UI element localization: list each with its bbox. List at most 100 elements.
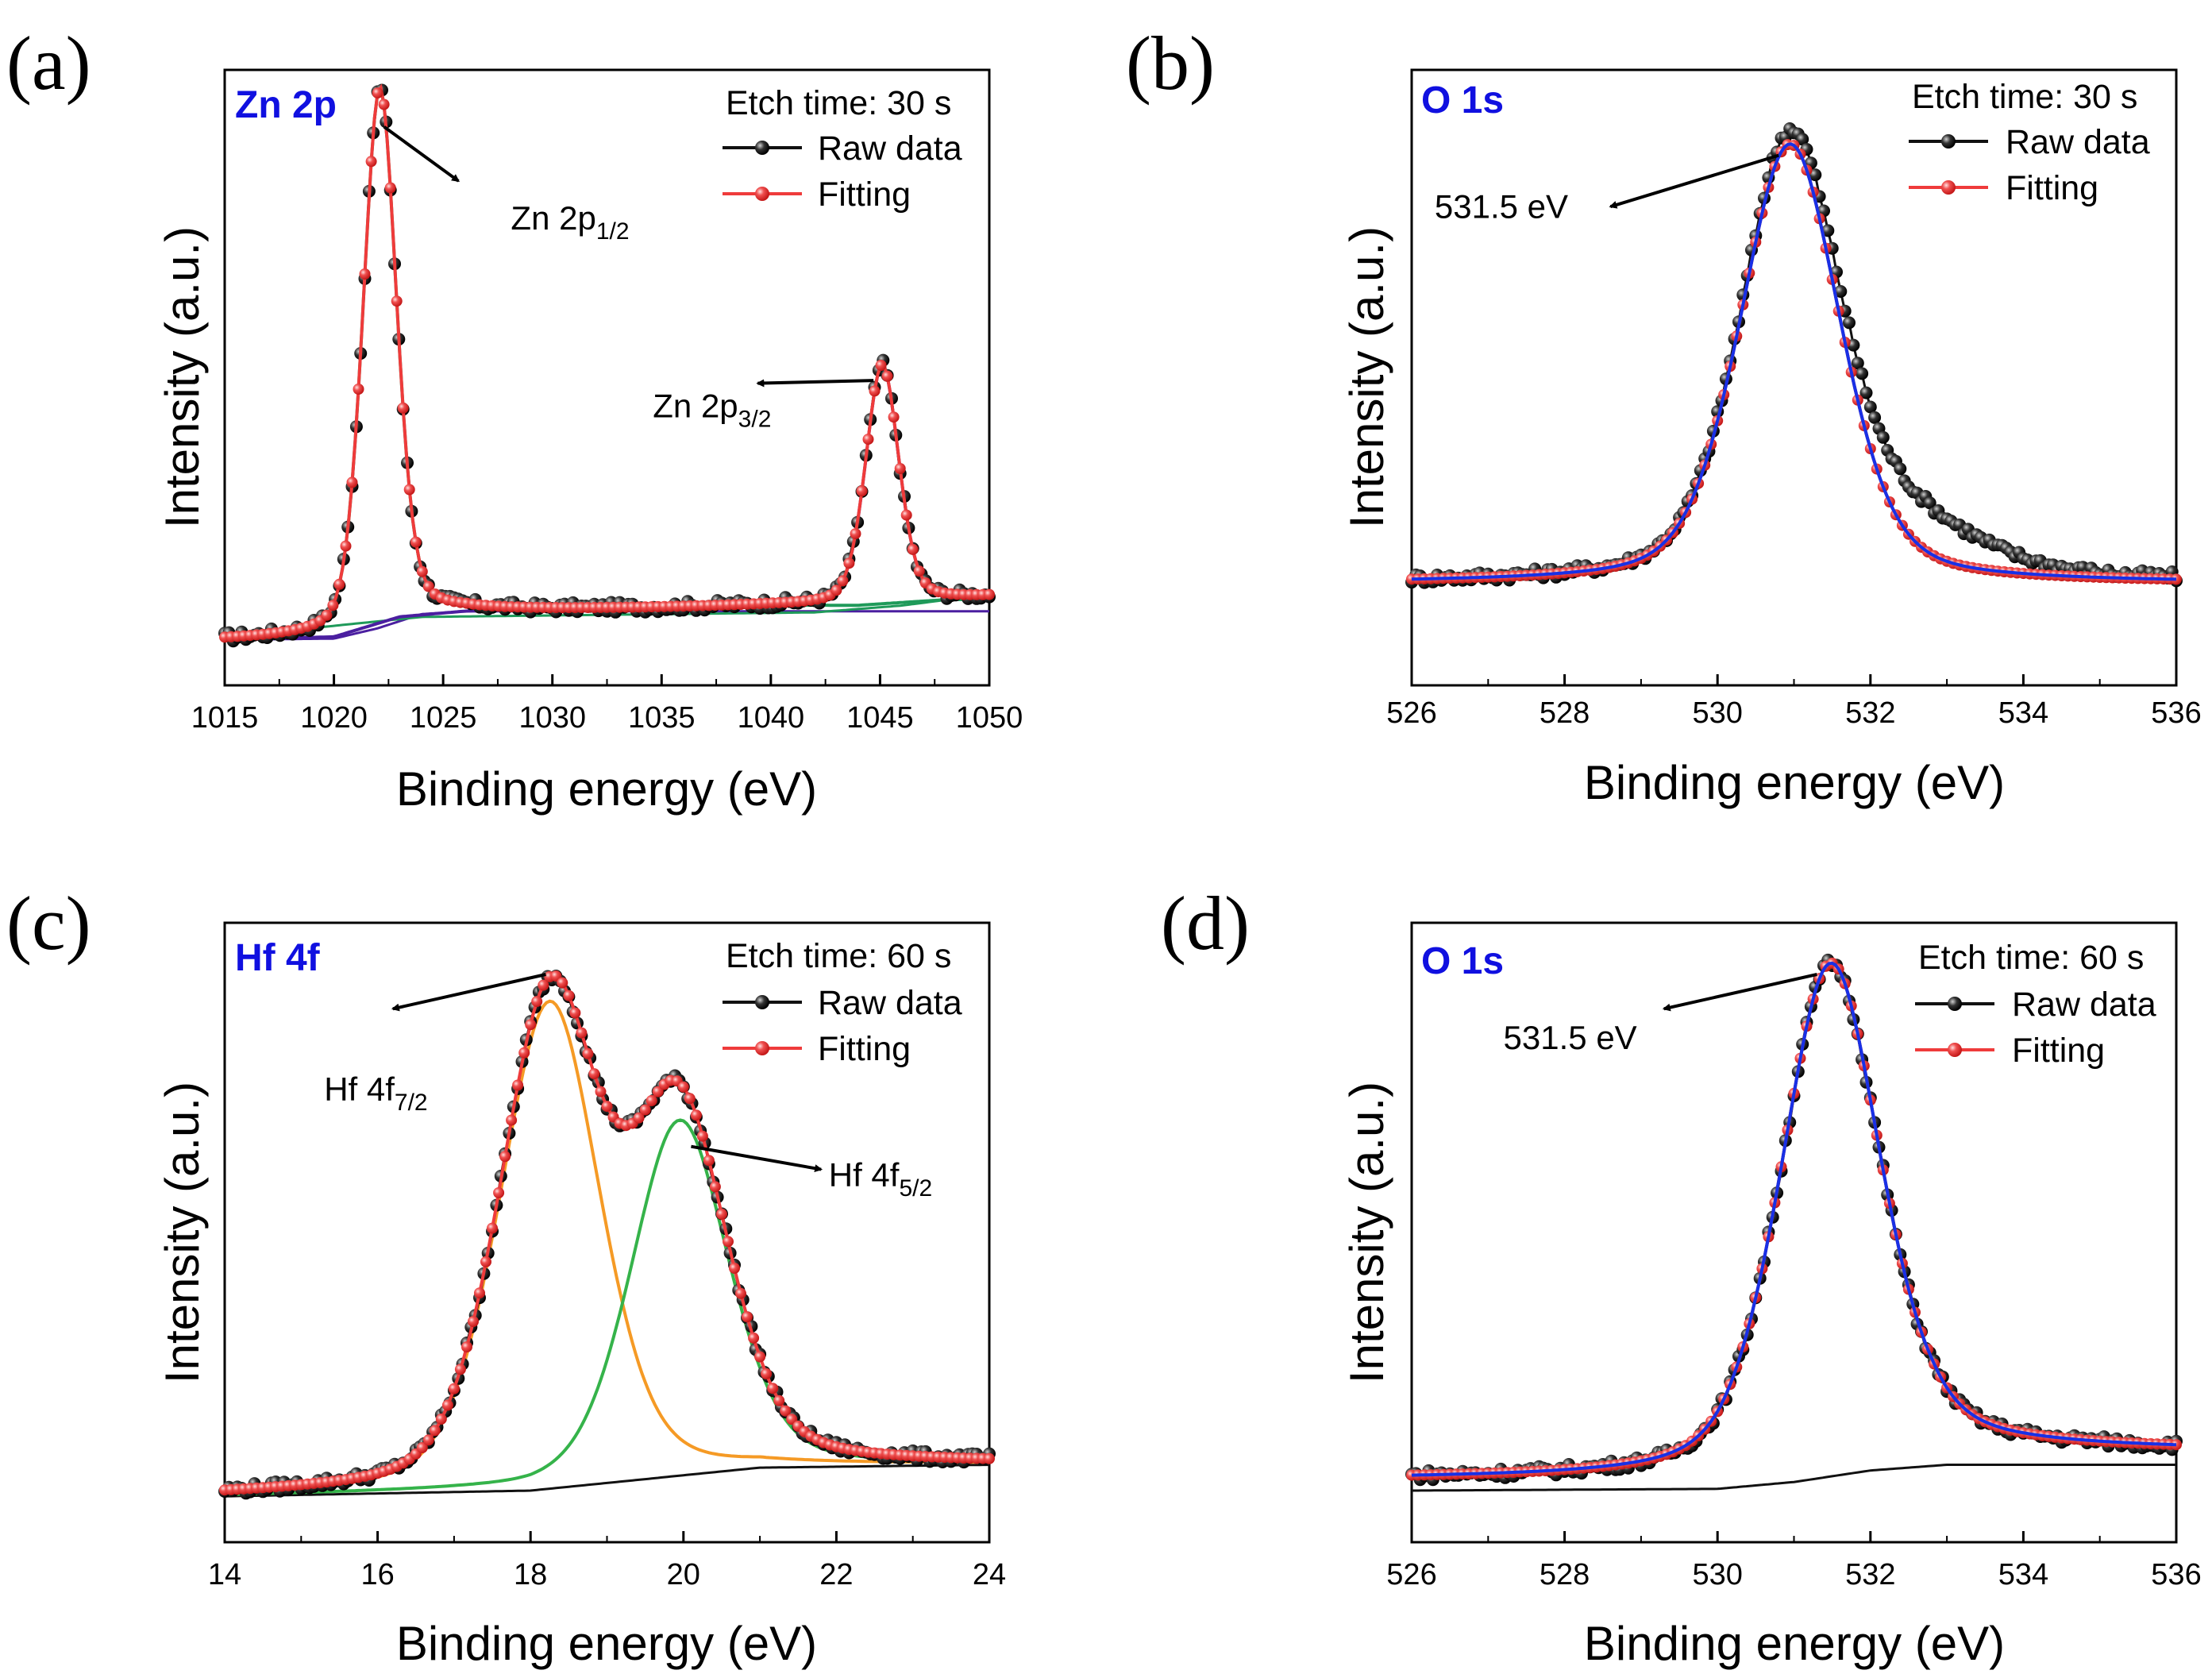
fitting-point [875, 360, 887, 371]
fitting-point [913, 565, 925, 577]
annotation-label: Zn 2p3/2 [653, 388, 771, 433]
curves [218, 970, 996, 1500]
fitting-point [391, 295, 403, 307]
legend-raw-label: Raw data [818, 129, 962, 168]
legend-raw-label: Raw data [818, 984, 962, 1022]
annotation-arrow [383, 125, 461, 183]
fitting-point [359, 268, 371, 280]
x-ticks: 526 528 530 532 534 536 [1386, 674, 2202, 730]
annotation-arrow [391, 973, 546, 1012]
fitting-point [569, 1007, 581, 1019]
etch-time-label: Etch time: 60 s [1918, 939, 2144, 977]
fitting-point [365, 156, 377, 168]
fitting-point [677, 1081, 689, 1093]
raw-data-point [1856, 367, 1869, 380]
fitting-point [869, 385, 881, 397]
fitting-point [518, 1047, 530, 1059]
x-ticks: 526 528 530 532 534 536 [1386, 1531, 2202, 1591]
legend-raw-marker [755, 995, 769, 1009]
annotation-arrow [1662, 973, 1817, 1012]
legend: Raw data Fitting [1915, 986, 2156, 1070]
x-axis-label: Binding energy (eV) [1584, 756, 2005, 809]
fitting-point [499, 1151, 511, 1163]
fitting-point [837, 575, 849, 587]
fitting-point [480, 1256, 491, 1267]
fitting-point [416, 565, 428, 577]
fitting-point [703, 1155, 715, 1167]
annotation-arrow [691, 1144, 823, 1173]
x-ticks: 14 16 18 20 22 24 [208, 1531, 1006, 1591]
panel-c: (c) 14 16 18 20 22 24 Hf 4f Etch time: 60 s R… [6, 881, 1006, 1670]
panel-label: (a) [6, 21, 91, 106]
fitting-point [468, 1316, 479, 1328]
fitting-point [754, 1351, 766, 1363]
element-label: O 1s [1421, 79, 1504, 122]
fitting-point [538, 979, 549, 991]
x-tick-label: 1020 [300, 701, 368, 735]
fitting-point [601, 1101, 613, 1113]
annotations: 531.5 eV [1435, 153, 1779, 226]
legend: Raw data Fitting [723, 984, 962, 1068]
legend-fit-marker [1941, 180, 1956, 195]
x-tick-label: 14 [208, 1558, 241, 1591]
fitting-point [506, 1114, 518, 1126]
x-tick-label: 530 [1692, 696, 1742, 730]
fitting-point [327, 600, 339, 611]
curves [1405, 122, 2183, 589]
fitting-point [487, 1222, 498, 1234]
x-tick-label: 1015 [191, 701, 259, 735]
x-tick-label: 1045 [846, 701, 914, 735]
panel-d: (d) 526 528 530 532 534 536 O 1s Etch time: 6… [1161, 881, 2202, 1670]
y-axis-label: Intensity (a.u.) [1340, 1082, 1393, 1383]
x-tick-label: 1030 [518, 701, 586, 735]
element-label: Zn 2p [235, 84, 337, 126]
fitting-point [856, 485, 868, 497]
legend-raw-label: Raw data [2012, 986, 2156, 1024]
raw-data-point [1923, 496, 1936, 510]
fitting-point [830, 584, 842, 596]
fitting-point [729, 1263, 740, 1274]
legend-fit-marker [1948, 1043, 1962, 1057]
component-peak-overlay [1411, 142, 2177, 581]
fitting-point [900, 509, 912, 521]
raw-data-point [1868, 411, 1882, 424]
legend-fit-marker [755, 1041, 769, 1055]
annotation-base: 531.5 eV [1504, 1019, 1637, 1056]
element-label: O 1s [1421, 940, 1504, 982]
fitting-point [761, 1367, 773, 1379]
annotation-label: Hf 4f7/2 [324, 1070, 427, 1116]
x-tick-label: 536 [2151, 696, 2201, 730]
fitting-point [403, 484, 415, 496]
raw-data-point [1876, 430, 1890, 444]
fitting-point [742, 1311, 753, 1323]
fitting-point [410, 536, 422, 548]
fitting-point [888, 411, 900, 423]
annotation-base: Zn 2p [511, 199, 595, 237]
fitting-point [333, 578, 345, 590]
x-tick-label: 530 [1692, 1558, 1742, 1591]
panel-label: (b) [1126, 21, 1215, 106]
x-tick-label: 1040 [738, 701, 805, 735]
fitting-point [684, 1093, 696, 1105]
fitting-point [843, 557, 855, 569]
fitting-point [773, 1394, 785, 1406]
fitting-point [435, 1413, 447, 1425]
etch-time-label: Etch time: 60 s [726, 937, 951, 975]
fitting-point [525, 1019, 537, 1031]
curves [1405, 953, 2183, 1492]
fitting-point [723, 1236, 734, 1248]
legend: Raw data Fitting [723, 129, 962, 214]
x-tick-label: 532 [1845, 696, 1895, 730]
y-axis-label: Intensity (a.u.) [1340, 226, 1393, 528]
panel-b: (b) 526 528 530 532 534 536 O 1s Etch time: 3… [1126, 21, 2202, 809]
fitting-point [907, 543, 919, 555]
x-tick-label: 528 [1540, 696, 1590, 730]
annotation-base: Hf 4f [324, 1070, 395, 1108]
fitting-point [709, 1181, 721, 1193]
panel-label: (c) [6, 881, 91, 966]
raw-data-point [1859, 386, 1873, 399]
legend-raw-marker [755, 141, 769, 155]
x-tick-label: 22 [819, 1558, 853, 1591]
fitting-point [422, 1434, 434, 1446]
raw-data-point [1843, 316, 1856, 330]
